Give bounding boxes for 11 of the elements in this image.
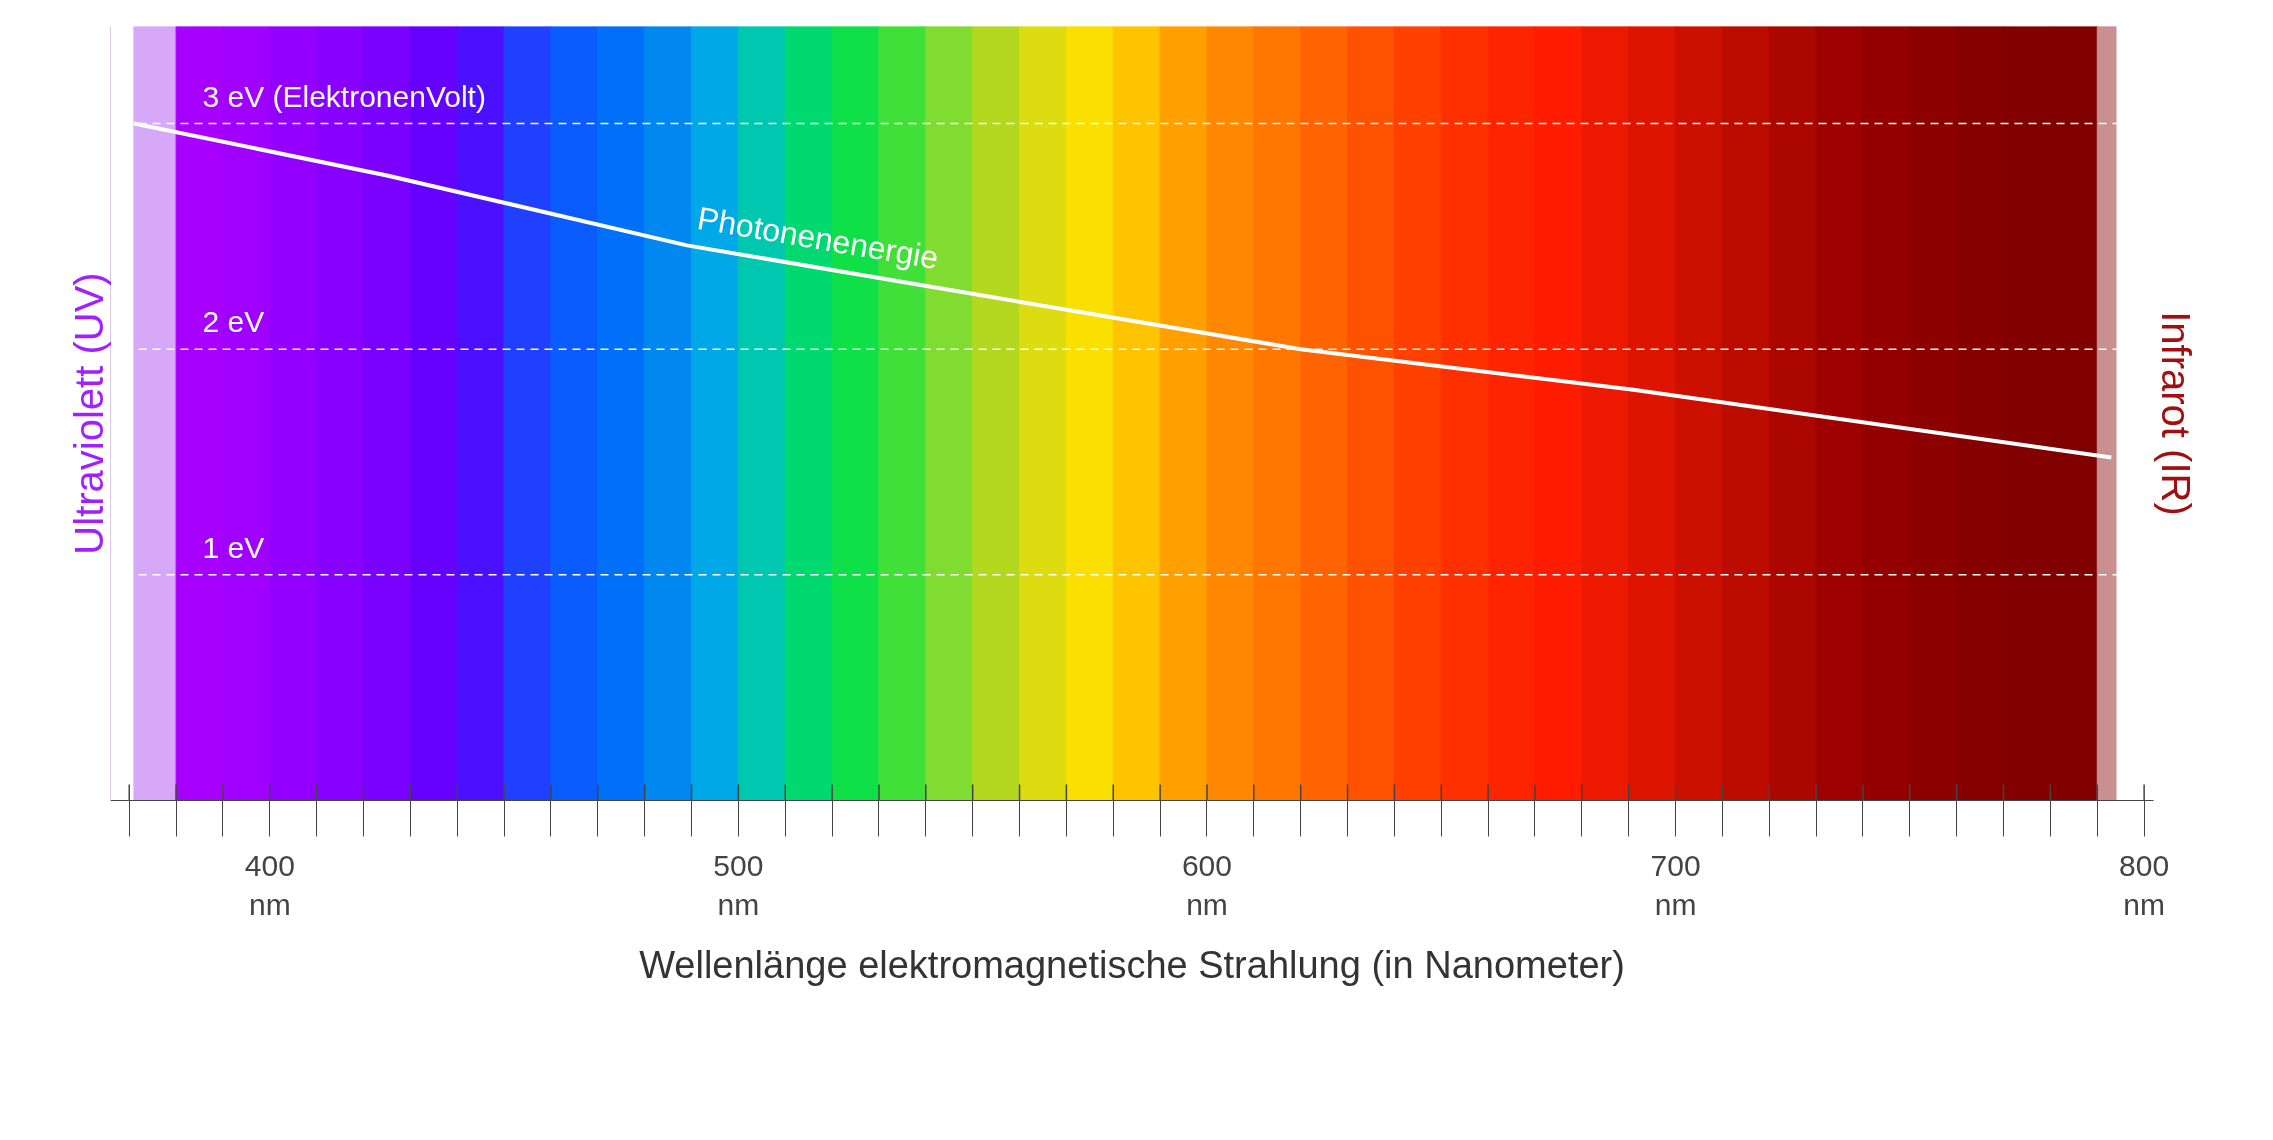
ref-line-label: 3 eV (ElektronenVolt) (202, 79, 486, 113)
x-tick-label: 700 nm (1650, 848, 1701, 922)
y-axis-title: Ultraviolett (UV) (66, 272, 111, 555)
x-tick-label: 600 nm (1181, 848, 1233, 922)
x-tick-label: 800 nm (2119, 848, 2170, 922)
x-tick-label: 500 nm (713, 848, 764, 922)
x-axis-title: Wellenlänge elektromagnetische Strahlung (in Nanometer) (639, 944, 1625, 987)
ref-line-label: 2 eV (202, 305, 265, 339)
ref-line-label: 1 eV (202, 530, 265, 564)
x-tick-label: 400 nm (244, 848, 295, 922)
y2-axis-title: Infrarot (IR) (2153, 311, 2198, 516)
